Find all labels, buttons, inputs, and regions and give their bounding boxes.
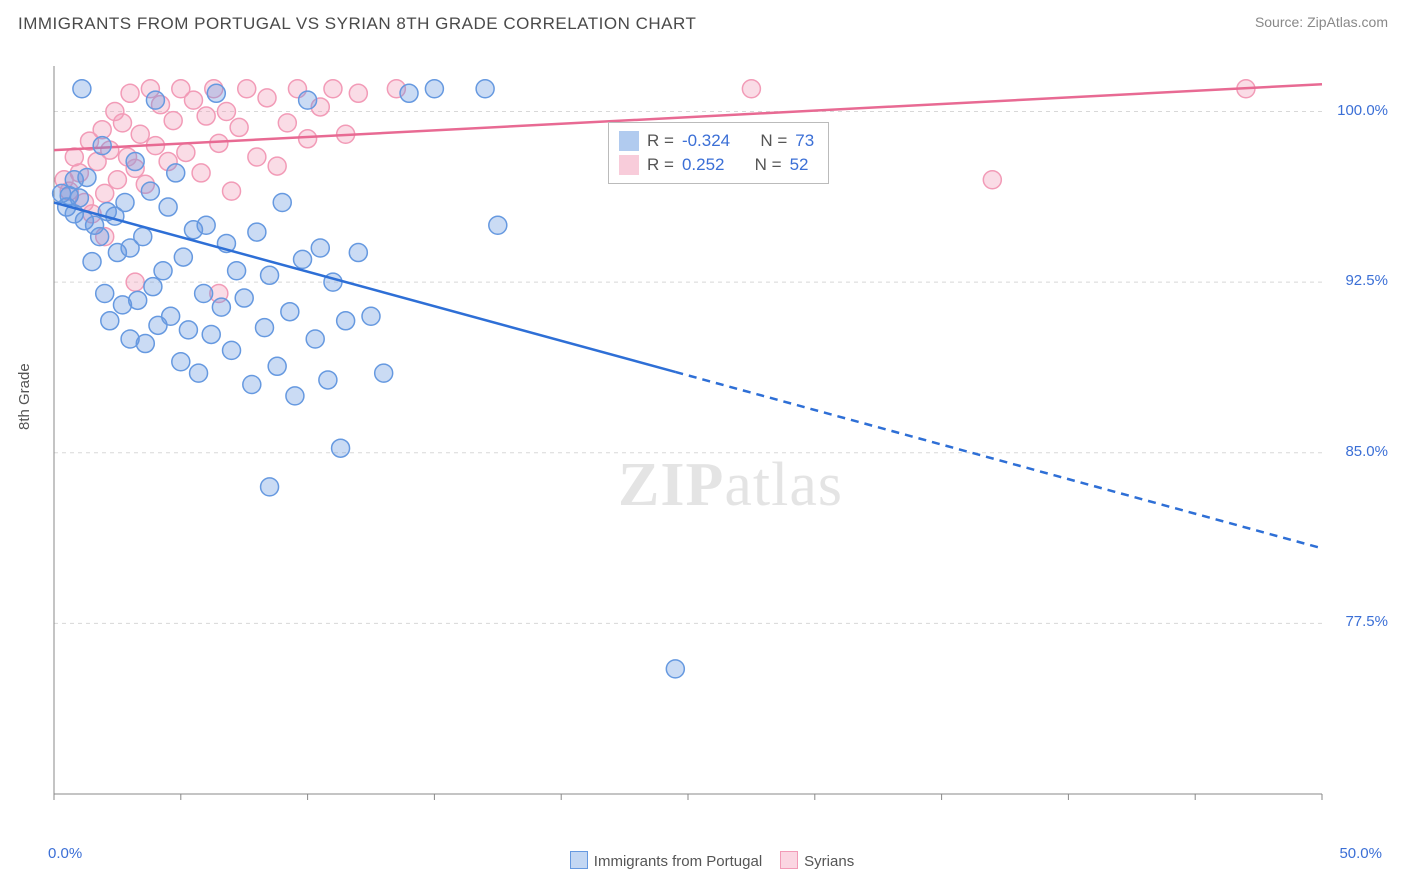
legend-label: Immigrants from Portugal	[594, 853, 762, 870]
correlation-legend: R = -0.324 N = 73R = 0.252 N = 52	[608, 122, 829, 184]
legend-row: R = -0.324 N = 73	[619, 129, 814, 153]
plot-area: ZIPatlas R = -0.324 N = 73R = 0.252 N = …	[48, 60, 1328, 800]
y-axis-label: 8th Grade	[16, 363, 33, 430]
chart-title: IMMIGRANTS FROM PORTUGAL VS SYRIAN 8TH G…	[18, 14, 696, 34]
legend-swatch	[570, 851, 588, 869]
y-tick-label: 100.0%	[1337, 102, 1388, 119]
y-tick-label: 92.5%	[1345, 272, 1388, 289]
legend-row: R = 0.252 N = 52	[619, 153, 814, 177]
watermark: ZIPatlas	[618, 450, 843, 521]
x-tick-max: 50.0%	[1339, 845, 1382, 862]
legend-swatch	[780, 851, 798, 869]
x-tick-min: 0.0%	[48, 845, 82, 862]
legend-swatch	[619, 155, 639, 175]
source-attribution: Source: ZipAtlas.com	[1255, 14, 1388, 30]
series-legend: Immigrants from Portugal Syrians	[0, 851, 1406, 870]
y-tick-label: 85.0%	[1345, 443, 1388, 460]
legend-label: Syrians	[804, 853, 854, 870]
y-tick-label: 77.5%	[1345, 613, 1388, 630]
legend-swatch	[619, 131, 639, 151]
